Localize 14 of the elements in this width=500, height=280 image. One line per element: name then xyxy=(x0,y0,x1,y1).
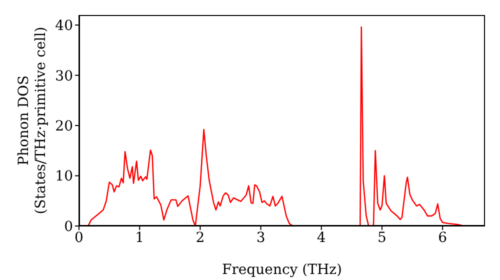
x-tick-label: 0 xyxy=(74,230,84,246)
x-tick-label: 2 xyxy=(196,230,205,246)
y-tick-label: 10 xyxy=(55,168,73,185)
x-axis-title: Frequency (THz) xyxy=(222,262,342,278)
x-tick-label: 4 xyxy=(316,230,326,246)
x-tick-label: 5 xyxy=(378,230,386,246)
x-tick-label: 6 xyxy=(438,230,448,246)
y-tick-label: 30 xyxy=(55,68,73,84)
x-tick-label: 3 xyxy=(256,230,266,246)
x-tick-label: 1 xyxy=(135,230,144,246)
y-tick-label: 40 xyxy=(55,18,73,34)
y-axis-title: Phonon DOS (States/THz·primitive cell) xyxy=(16,26,49,214)
y-tick-label: 0 xyxy=(64,218,73,235)
y-tick-label: 20 xyxy=(55,118,73,134)
